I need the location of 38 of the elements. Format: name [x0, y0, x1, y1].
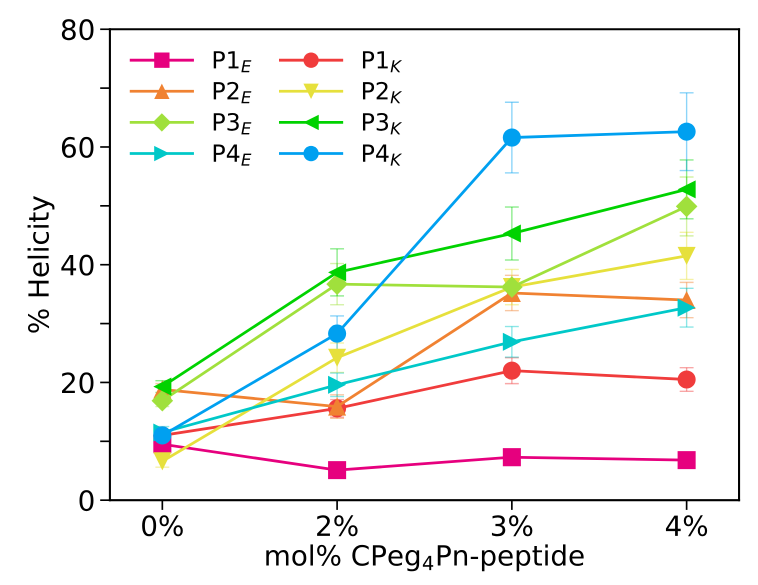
x-tick-label: 4%	[666, 515, 708, 536]
y-axis-title: % Helicity	[28, 196, 54, 333]
x-tick-label: 3%	[492, 515, 532, 536]
point	[502, 128, 521, 147]
x-tick-label: 0%	[142, 515, 183, 536]
point	[328, 263, 346, 282]
legend-label: P1$_{E}$	[214, 51, 252, 72]
point	[152, 390, 174, 412]
y-tick-label: 0	[79, 490, 94, 512]
point	[328, 324, 346, 343]
y-tick-label: 60	[62, 136, 94, 158]
point	[328, 348, 346, 367]
point	[328, 376, 346, 394]
point	[502, 448, 521, 466]
legend-label: P2$_{E}$	[214, 82, 252, 104]
point	[678, 246, 696, 265]
point	[328, 461, 346, 480]
y-tick-label: 20	[62, 372, 94, 394]
legend-label: P2$_{K}$	[362, 82, 402, 104]
point	[502, 362, 521, 380]
point	[502, 224, 521, 243]
point	[678, 451, 696, 470]
y-tick-label: 40	[61, 254, 94, 276]
point	[678, 370, 696, 389]
legend-label: P4$_{E}$	[214, 144, 252, 166]
point	[678, 298, 696, 317]
x-tick-label: 2%	[317, 515, 358, 536]
point	[502, 332, 521, 351]
point	[153, 452, 172, 470]
y-tick-label: 80	[62, 19, 94, 40]
legend-label: P3$_{E}$	[214, 112, 252, 134]
legend-label: P1$_{K}$	[362, 51, 402, 72]
point	[678, 122, 696, 141]
point	[676, 196, 698, 218]
point	[678, 180, 696, 198]
legend-label: P4$_{K}$	[362, 144, 402, 166]
legend-label: P3$_{K}$	[362, 112, 402, 134]
x-axis-title: mol% CPeg$_{4}$Pn-peptide	[266, 544, 584, 572]
